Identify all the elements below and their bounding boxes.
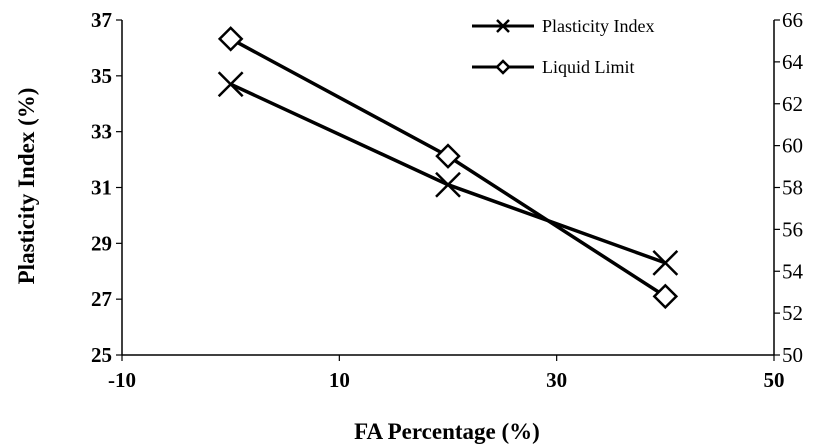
diamond-marker xyxy=(217,26,244,52)
y2-tick-label: 66 xyxy=(782,8,803,32)
diamond-marker xyxy=(652,283,679,310)
legend: Plasticity Index Liquid Limit xyxy=(472,16,654,77)
x-marker xyxy=(496,19,510,33)
y2-tick-label: 64 xyxy=(782,50,804,74)
x-tick-label: 30 xyxy=(546,368,567,392)
y-tick-label: 27 xyxy=(91,287,112,311)
series-line xyxy=(229,82,666,265)
y2-tick-label: 50 xyxy=(782,343,803,367)
y-tick-label: 29 xyxy=(91,231,112,255)
y2-tick-label: 52 xyxy=(782,301,803,325)
axes xyxy=(121,20,775,356)
x-tick-label: -10 xyxy=(108,368,136,392)
y-tick-label: 25 xyxy=(91,343,112,367)
x-tick-label: 50 xyxy=(764,368,785,392)
y2-tick-label: 62 xyxy=(782,92,803,116)
y-tick-label: 33 xyxy=(91,120,112,144)
x-marker xyxy=(652,249,679,276)
x-marker xyxy=(217,71,244,98)
series-layer xyxy=(217,26,679,310)
series-liquid-limit xyxy=(217,26,679,310)
legend-item: Liquid Limit xyxy=(472,57,635,77)
ticks: 25 27 29 31 33 35 37 50 52 54 56 58 60 62 64 66 -10 10 30 5… xyxy=(91,8,804,392)
y-tick-label: 37 xyxy=(91,8,112,32)
y-tick-label: 35 xyxy=(91,64,112,88)
legend-label: Plasticity Index xyxy=(542,16,654,36)
legend-label: Liquid Limit xyxy=(542,57,635,77)
y2-tick-label: 54 xyxy=(782,259,804,283)
diamond-marker xyxy=(435,143,461,169)
legend-item: Plasticity Index xyxy=(472,16,654,36)
diamond-marker xyxy=(495,59,511,75)
y-axis-title: Plasticity Index (%) xyxy=(14,88,39,285)
y2-tick-label: 60 xyxy=(782,134,803,158)
y2-tick-label: 58 xyxy=(782,176,803,200)
x-marker xyxy=(435,171,461,198)
y-tick-label: 31 xyxy=(91,176,112,200)
x-axis-title: FA Percentage (%) xyxy=(354,419,540,444)
series-plasticity-index xyxy=(217,71,679,276)
x-tick-label: 10 xyxy=(329,368,350,392)
y2-tick-label: 56 xyxy=(782,217,803,241)
